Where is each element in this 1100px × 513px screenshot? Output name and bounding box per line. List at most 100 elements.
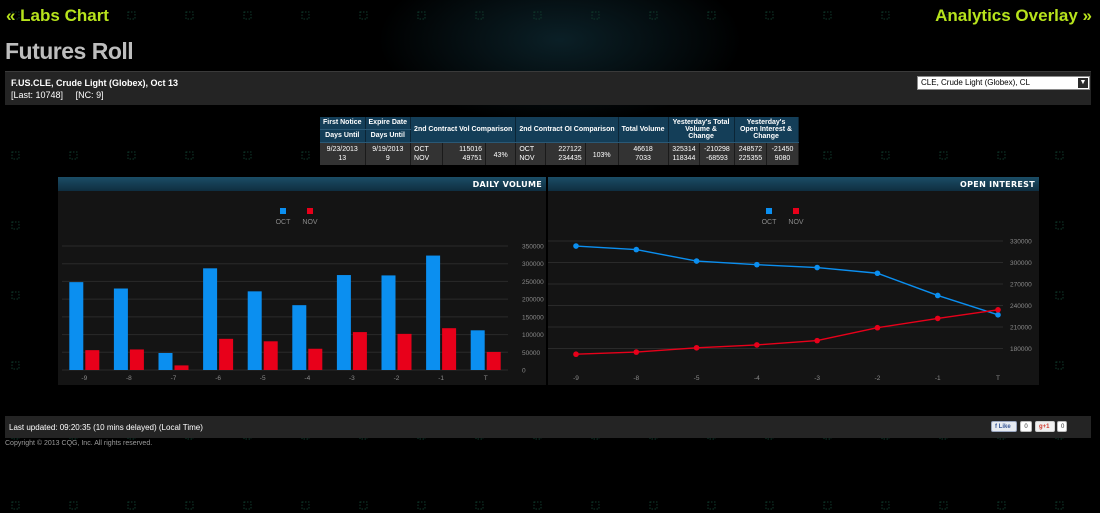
- background-mark: [127, 11, 136, 20]
- open-interest-panel: OPEN INTEREST OCT NOV 180000 210000 240000 27…: [548, 177, 1039, 385]
- header-first-notice: First Notice: [320, 117, 366, 130]
- x-tick-label: T: [484, 375, 488, 382]
- background-mark: [475, 501, 484, 510]
- bar-nov: [85, 350, 100, 370]
- x-tick-label: -5: [260, 375, 266, 382]
- background-mark: [301, 501, 310, 510]
- y-tick-label: 180000: [1010, 346, 1032, 353]
- background-mark: [823, 151, 832, 160]
- background-mark: [243, 501, 252, 510]
- last-price: [Last: 10748]: [11, 90, 64, 100]
- background-mark: [417, 11, 426, 20]
- facebook-like-button[interactable]: f Like: [991, 421, 1017, 432]
- bar-oct: [69, 282, 84, 370]
- legend-label-nov: NOV: [302, 219, 318, 226]
- x-tick-label: -3: [814, 375, 820, 382]
- google-plus-count: 0: [1057, 421, 1067, 432]
- point-nov: [995, 307, 1001, 313]
- background-mark: [591, 501, 600, 510]
- oi-month-oct: OCT: [515, 142, 546, 154]
- oi-value-nov: 234435: [545, 154, 586, 165]
- vol-value-nov: 49751: [442, 154, 487, 165]
- background-mark: [11, 501, 20, 510]
- background-mark: [707, 11, 716, 20]
- labs-chart-link[interactable]: « Labs Chart: [6, 6, 109, 25]
- first-notice-days: 13: [320, 154, 366, 165]
- facebook-like-count: 0: [1020, 421, 1032, 432]
- point-nov: [874, 324, 881, 331]
- bar-nov: [263, 341, 278, 370]
- background-mark: [997, 501, 1006, 510]
- background-mark: [939, 501, 948, 510]
- point-oct: [573, 243, 579, 249]
- google-plus-label: +1: [1042, 424, 1050, 430]
- background-mark: [881, 11, 890, 20]
- y-tick-label: 250000: [522, 279, 544, 286]
- expire-date: 9/19/2013: [365, 142, 412, 154]
- background-mark: [1055, 501, 1064, 510]
- yest-oi-oct: 248572: [734, 142, 768, 154]
- instrument-select[interactable]: CLE, Crude Light (Globex), CL ▼: [917, 76, 1090, 90]
- bar-oct: [203, 268, 218, 370]
- bar-oct: [336, 275, 351, 370]
- bar-oct: [158, 352, 173, 370]
- background-mark: [1055, 291, 1064, 300]
- google-plus-button[interactable]: g+1: [1035, 421, 1055, 432]
- legend-label-oct: OCT: [276, 219, 292, 226]
- y-tick-label: 150000: [522, 314, 544, 321]
- header-days-until-expire: Days Until: [365, 129, 412, 144]
- background-mark: [301, 151, 310, 160]
- point-oct: [633, 246, 640, 253]
- daily-volume-title: DAILY VOLUME: [472, 180, 542, 189]
- bar-oct: [113, 288, 128, 370]
- open-interest-header: OPEN INTEREST: [548, 177, 1039, 191]
- header-yesterday-volume: Yesterday's Total Volume & Change: [668, 117, 735, 143]
- yest-oi-change-nov: 9080: [766, 154, 799, 165]
- analytics-overlay-link[interactable]: Analytics Overlay »: [935, 6, 1092, 25]
- background-mark: [1055, 221, 1064, 230]
- x-tick-label: -1: [935, 375, 941, 382]
- background-mark: [1055, 361, 1064, 370]
- background-mark: [11, 221, 20, 230]
- bar-nov: [397, 333, 412, 370]
- background-mark: [243, 11, 252, 20]
- background-mark: [185, 501, 194, 510]
- background-mark: [301, 11, 310, 20]
- chevron-down-icon[interactable]: ▼: [1078, 78, 1088, 88]
- point-oct: [754, 261, 760, 268]
- bar-nov: [308, 348, 323, 370]
- point-oct: [814, 264, 820, 271]
- y-tick-label: 0: [522, 368, 526, 375]
- background-mark: [11, 151, 20, 160]
- x-tick-label: -3: [349, 375, 355, 382]
- header-oi-comparison: 2nd Contract OI Comparison: [515, 117, 619, 143]
- background-mark: [359, 501, 368, 510]
- point-nov: [754, 342, 760, 348]
- point-nov: [934, 315, 941, 322]
- x-tick-label: -4: [754, 375, 760, 382]
- yest-vol-nov: 118344: [668, 154, 701, 165]
- header-days-until-notice: Days Until: [320, 129, 366, 144]
- oi-pct: 103%: [585, 142, 619, 165]
- net-change: [NC: 9]: [75, 90, 104, 100]
- y-tick-label: 300000: [1010, 260, 1032, 267]
- legend-swatch-nov: [793, 208, 799, 214]
- background-mark: [185, 11, 194, 20]
- background-mark: [359, 11, 368, 20]
- background-mark: [69, 501, 78, 510]
- x-tick-label: -9: [573, 375, 579, 382]
- daily-volume-header: DAILY VOLUME: [58, 177, 546, 191]
- bar-nov: [486, 351, 501, 370]
- first-notice-date: 9/23/2013: [320, 142, 366, 154]
- background-mark: [649, 501, 658, 510]
- oi-value-oct: 227122: [545, 142, 586, 154]
- background-mark: [939, 151, 948, 160]
- bar-oct: [381, 275, 396, 370]
- page-title: Futures Roll: [5, 38, 134, 64]
- header-vol-comparison: 2nd Contract Vol Comparison: [410, 117, 517, 143]
- bar-nov: [129, 349, 144, 370]
- y-tick-label: 270000: [1010, 282, 1032, 289]
- series-line-oct: [575, 245, 999, 316]
- background-mark: [881, 151, 890, 160]
- background-mark: [69, 151, 78, 160]
